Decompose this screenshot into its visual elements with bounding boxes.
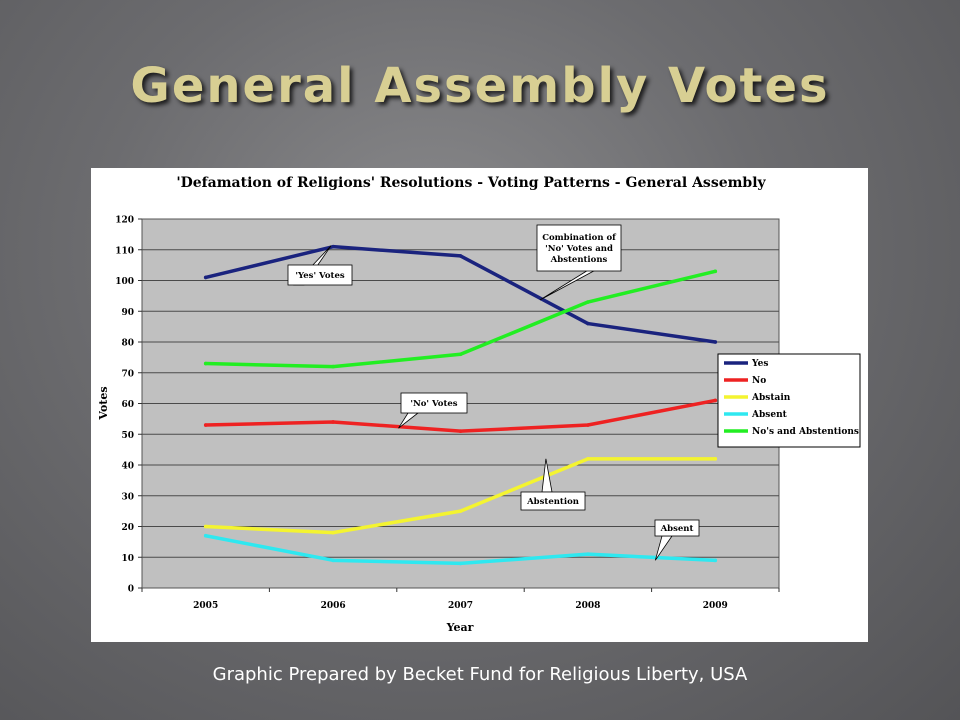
y-tick-label: 10 [121, 554, 134, 564]
annotation-callout: Absent [654, 519, 700, 561]
data-point [713, 457, 718, 461]
legend-label: Abstain [751, 393, 791, 403]
data-point [331, 530, 335, 535]
data-point [458, 561, 463, 566]
annotation-callout: 'Yes' Votes [287, 245, 353, 286]
data-point [458, 254, 463, 258]
data-point [331, 244, 335, 249]
callout-text: 'Yes' Votes [295, 271, 345, 281]
y-axis-label: Votes [97, 386, 110, 420]
y-axis-ticks: 0 10 20 30 40 50 60 70 80 90 100 110 120 [115, 216, 142, 595]
x-axis-ticks: 2005 2006 2007 2008 2009 [141, 588, 780, 611]
y-tick-label: 90 [121, 308, 134, 318]
data-point [713, 558, 718, 563]
y-tick-label: 50 [121, 431, 134, 441]
callout-text: Absent [660, 524, 694, 534]
data-point [203, 524, 208, 529]
chart-panel: 'Defamation of Religions' Resolutions - … [91, 168, 868, 642]
series-yes [203, 244, 718, 344]
data-point [331, 558, 335, 563]
series-no [203, 398, 718, 433]
legend-label: No's and Abstentions [752, 427, 859, 437]
x-tick-label: 2008 [575, 601, 600, 611]
y-tick-label: 30 [121, 492, 134, 502]
y-tick-label: 70 [121, 369, 134, 379]
data-point [713, 269, 718, 274]
x-tick-label: 2005 [193, 601, 218, 611]
data-point [458, 429, 463, 433]
series-absent [203, 533, 718, 566]
callout-box [400, 392, 468, 414]
data-point [203, 533, 208, 538]
x-tick-label: 2009 [703, 601, 728, 611]
y-tick-label: 60 [121, 400, 134, 410]
callout-text: 'No' Votes [410, 399, 457, 409]
data-point [713, 340, 718, 344]
data-point [586, 300, 590, 304]
callout-text: Abstention [526, 497, 579, 507]
data-point [586, 552, 590, 556]
voting-patterns-chart: 'Defamation of Religions' Resolutions - … [97, 175, 861, 634]
y-tick-label: 20 [121, 523, 134, 533]
x-tick-label: 2007 [448, 601, 473, 611]
legend-item: Abstain [724, 393, 791, 403]
data-point [586, 457, 590, 461]
legend-item: No's and Abstentions [724, 427, 859, 437]
legend: Yes No Abstain Absent No's and Abstentions [717, 353, 861, 448]
annotations: 'Yes' Votes 'No' Votes Abstention Absent Com… [287, 224, 700, 561]
slide-title: General Assembly Votes [130, 58, 830, 114]
x-tick-label: 2006 [321, 601, 346, 611]
data-point [458, 352, 463, 357]
legend-label: Absent [751, 410, 788, 420]
annotation-callout: 'No' Votes [398, 392, 468, 429]
callout-box [520, 491, 586, 511]
legend-label: Yes [751, 359, 768, 369]
data-point [203, 275, 208, 280]
y-tick-label: 120 [115, 216, 134, 226]
chart-title: 'Defamation of Religions' Resolutions - … [176, 175, 766, 191]
y-tick-label: 80 [121, 339, 134, 349]
series-abstain [203, 457, 718, 535]
legend-item: Absent [724, 410, 788, 420]
callout-text: 'No' Votes and [545, 244, 613, 254]
x-axis-label: Year [446, 621, 474, 634]
callout-text: Combination of [542, 233, 617, 243]
y-tick-label: 0 [128, 585, 134, 595]
data-point [586, 321, 590, 326]
data-point [331, 420, 335, 424]
data-point [203, 423, 208, 427]
y-tick-label: 40 [121, 462, 134, 472]
legend-item: No [724, 376, 766, 386]
callout-text: Abstentions [550, 255, 608, 265]
callout-box [654, 519, 700, 537]
legend-item: Yes [724, 359, 768, 369]
data-point [713, 398, 718, 403]
callout-box [287, 264, 353, 286]
annotation-callout: Abstention [520, 458, 586, 511]
series-lines [203, 244, 718, 566]
source-caption: Graphic Prepared by Becket Fund for Reli… [212, 664, 748, 685]
callout-box [536, 224, 622, 272]
y-tick-label: 100 [115, 277, 134, 287]
legend-label: No [752, 376, 766, 386]
series-no-s-and-abstentions [203, 269, 718, 369]
data-point [331, 364, 335, 369]
y-tick-label: 110 [115, 246, 134, 256]
data-point [203, 361, 208, 366]
data-point [458, 509, 463, 513]
data-point [586, 423, 590, 427]
